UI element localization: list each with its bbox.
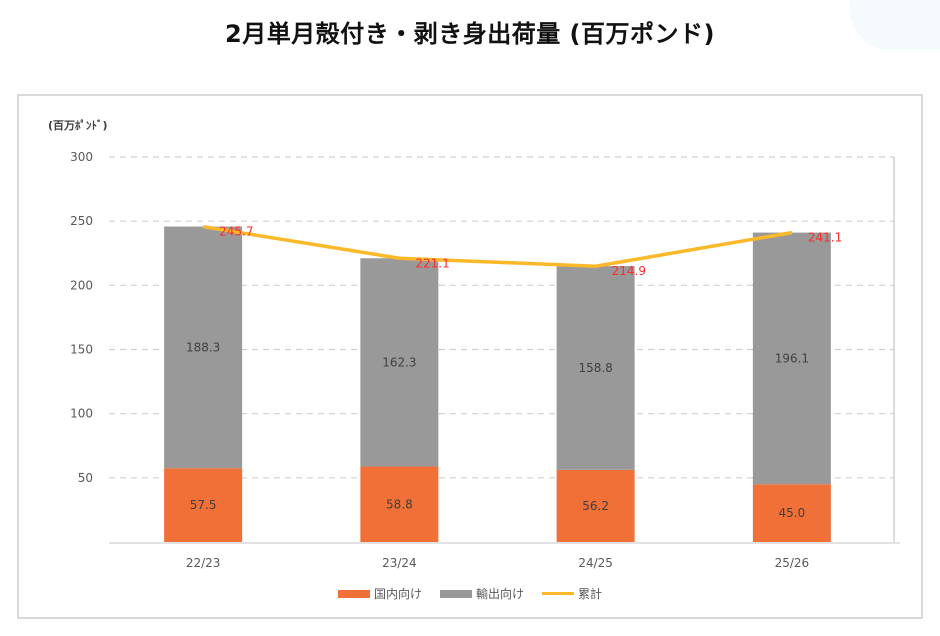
bar-domestic xyxy=(360,466,439,542)
legend: 国内向け 輸出向け 累計 xyxy=(0,585,940,602)
total-line xyxy=(202,224,793,268)
bar-domestic xyxy=(556,469,635,542)
y-axis-ticks: 50 100 150 200 250 300 xyxy=(70,150,93,485)
x-axis-ticks: 22/23 23/24 24/25 25/26 xyxy=(186,556,809,570)
bar-series xyxy=(164,226,831,542)
data-label-export: 188.3 xyxy=(186,340,220,354)
bar-export xyxy=(164,226,243,469)
data-label-total: 245.7 xyxy=(219,225,253,239)
data-labels: 57.5 188.3 58.8 162.3 56.2 158.8 45.0 196.1 245.… xyxy=(186,225,842,520)
data-label-export: 162.3 xyxy=(382,355,416,369)
y-axis-unit-label: (百万ﾎﾟﾝﾄﾞ) xyxy=(48,119,108,132)
data-label-domestic: 45.0 xyxy=(779,506,806,520)
x-tick-label: 22/23 xyxy=(186,556,221,570)
bar-export xyxy=(752,232,831,485)
legend-label-domestic: 国内向け xyxy=(373,587,422,601)
x-tick-label: 25/26 xyxy=(775,556,810,570)
legend-swatch-export xyxy=(439,589,472,598)
x-tick-label: 23/24 xyxy=(382,556,417,570)
data-label-domestic: 57.5 xyxy=(190,498,217,512)
data-label-total: 241.1 xyxy=(808,231,842,245)
legend-item-total: 累計 xyxy=(542,585,602,602)
legend-label-total: 累計 xyxy=(578,587,603,601)
y-tick-label: 50 xyxy=(78,471,93,485)
legend-label-export: 輸出向け xyxy=(475,587,524,601)
data-label-total: 214.9 xyxy=(612,264,646,278)
data-label-export: 196.1 xyxy=(775,351,809,365)
page-title: 2月単月殻付き・剥き身出荷量 (百万ポンド) xyxy=(225,20,715,48)
bar-export xyxy=(360,258,439,467)
x-tick-label: 24/25 xyxy=(578,556,613,570)
legend-item-export: 輸出向け xyxy=(439,585,524,602)
data-label-domestic: 58.8 xyxy=(386,497,413,511)
legend-swatch-total xyxy=(542,592,574,595)
background-decoration xyxy=(850,0,940,50)
y-tick-label: 100 xyxy=(70,407,93,421)
bar-domestic xyxy=(164,468,243,542)
legend-item-domestic: 国内向け xyxy=(337,585,422,602)
y-tick-label: 200 xyxy=(70,278,93,292)
legend-swatch-domestic xyxy=(337,589,370,598)
bar-domestic xyxy=(752,484,831,542)
bar-export xyxy=(556,266,635,470)
data-label-total: 221.1 xyxy=(415,256,449,270)
total-line-series xyxy=(202,224,793,268)
y-tick-label: 300 xyxy=(70,150,93,164)
y-tick-label: 150 xyxy=(70,343,93,357)
y-tick-label: 250 xyxy=(70,214,93,228)
data-label-domestic: 56.2 xyxy=(582,499,609,513)
data-label-export: 158.8 xyxy=(578,361,612,375)
